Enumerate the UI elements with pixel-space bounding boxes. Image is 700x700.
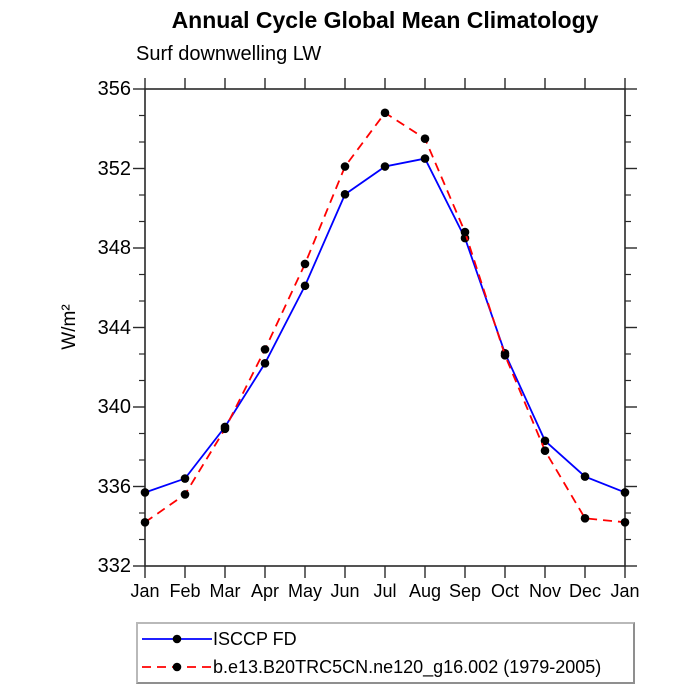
data-point: [300, 259, 310, 269]
data-point: [420, 134, 430, 143]
legend-label: ISCCP FD: [213, 629, 297, 649]
legend-line-dashed-icon: [142, 662, 212, 672]
data-point: [380, 162, 390, 171]
y-tick-label: 340: [97, 396, 131, 418]
chart-title: Annual Cycle Global Mean Climatology: [171, 7, 599, 33]
data-point: [380, 108, 390, 118]
x-tick-label: Feb: [169, 581, 201, 601]
data-point: [620, 517, 630, 527]
y-tick-label: 352: [97, 157, 131, 180]
data-point: [500, 351, 510, 360]
legend: ISCCP FD b.e13.B20TRC5CN.ne120_g16.002 (…: [136, 622, 635, 684]
x-tick-label: Nov: [528, 581, 561, 601]
data-point: [580, 472, 590, 481]
data-point: [460, 227, 470, 237]
y-tick-label: 332: [97, 555, 131, 577]
data-point: [260, 345, 270, 354]
data-point: [180, 474, 190, 483]
data-point: [220, 424, 230, 434]
x-tick-label: Apr: [250, 581, 279, 601]
y-tick-label: 336: [97, 475, 131, 498]
legend-label: b.e13.B20TRC5CN.ne120_g16.002 (1979-2005…: [213, 657, 602, 677]
data-point: [300, 281, 310, 291]
data-point: [620, 488, 630, 497]
axes-frame: [144, 88, 626, 567]
data-point: [540, 436, 550, 446]
x-tick-label: May: [287, 581, 322, 601]
x-tick-label: Jan: [130, 581, 160, 601]
x-tick-label: Jun: [330, 581, 360, 601]
x-tick-label: Sep: [448, 581, 482, 601]
x-tick-label: Aug: [408, 581, 442, 601]
data-point: [540, 446, 550, 456]
chart-subtitle: Surf downwelling LW: [136, 43, 322, 65]
data-point: [180, 490, 190, 499]
legend-line-solid-icon: [142, 634, 212, 644]
series-line-1: [144, 111, 626, 524]
y-tick-label: 356: [97, 78, 131, 100]
x-tick-label: Jul: [373, 581, 397, 601]
data-point: [340, 190, 350, 199]
data-point: [420, 154, 430, 163]
x-tick-label: Mar: [209, 581, 241, 601]
x-tick-label: Oct: [490, 581, 519, 601]
legend-item-isccp: ISCCP FD: [138, 626, 633, 652]
x-tick-label: Dec: [568, 581, 601, 601]
data-point: [340, 162, 350, 171]
data-point: [140, 517, 150, 527]
legend-item-model: b.e13.B20TRC5CN.ne120_g16.002 (1979-2005…: [138, 654, 633, 680]
data-point: [140, 488, 150, 497]
x-tick-label: Jan: [610, 581, 640, 601]
y-tick-label: 344: [97, 316, 131, 339]
data-point: [580, 514, 590, 523]
data-point: [260, 358, 270, 368]
y-tick-label: 348: [97, 237, 131, 259]
